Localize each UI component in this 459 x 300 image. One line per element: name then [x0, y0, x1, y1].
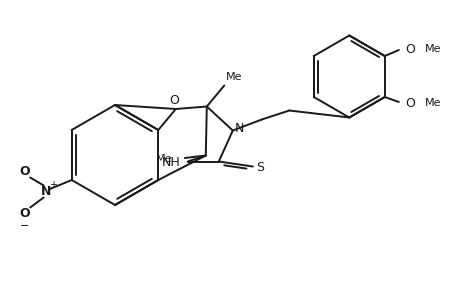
Text: O: O — [19, 207, 29, 220]
Text: O: O — [169, 94, 179, 106]
Text: +: + — [49, 179, 56, 190]
Text: Me: Me — [424, 98, 440, 108]
Text: NH: NH — [161, 156, 180, 169]
Text: N: N — [235, 122, 244, 135]
Text: O: O — [404, 43, 414, 56]
Text: N: N — [40, 185, 51, 198]
Text: Me: Me — [156, 154, 172, 164]
Text: Me: Me — [225, 71, 242, 82]
Text: S: S — [256, 161, 264, 174]
Text: O: O — [404, 97, 414, 110]
Text: Me: Me — [424, 44, 440, 54]
Text: −: − — [19, 220, 29, 230]
Text: O: O — [19, 165, 29, 178]
